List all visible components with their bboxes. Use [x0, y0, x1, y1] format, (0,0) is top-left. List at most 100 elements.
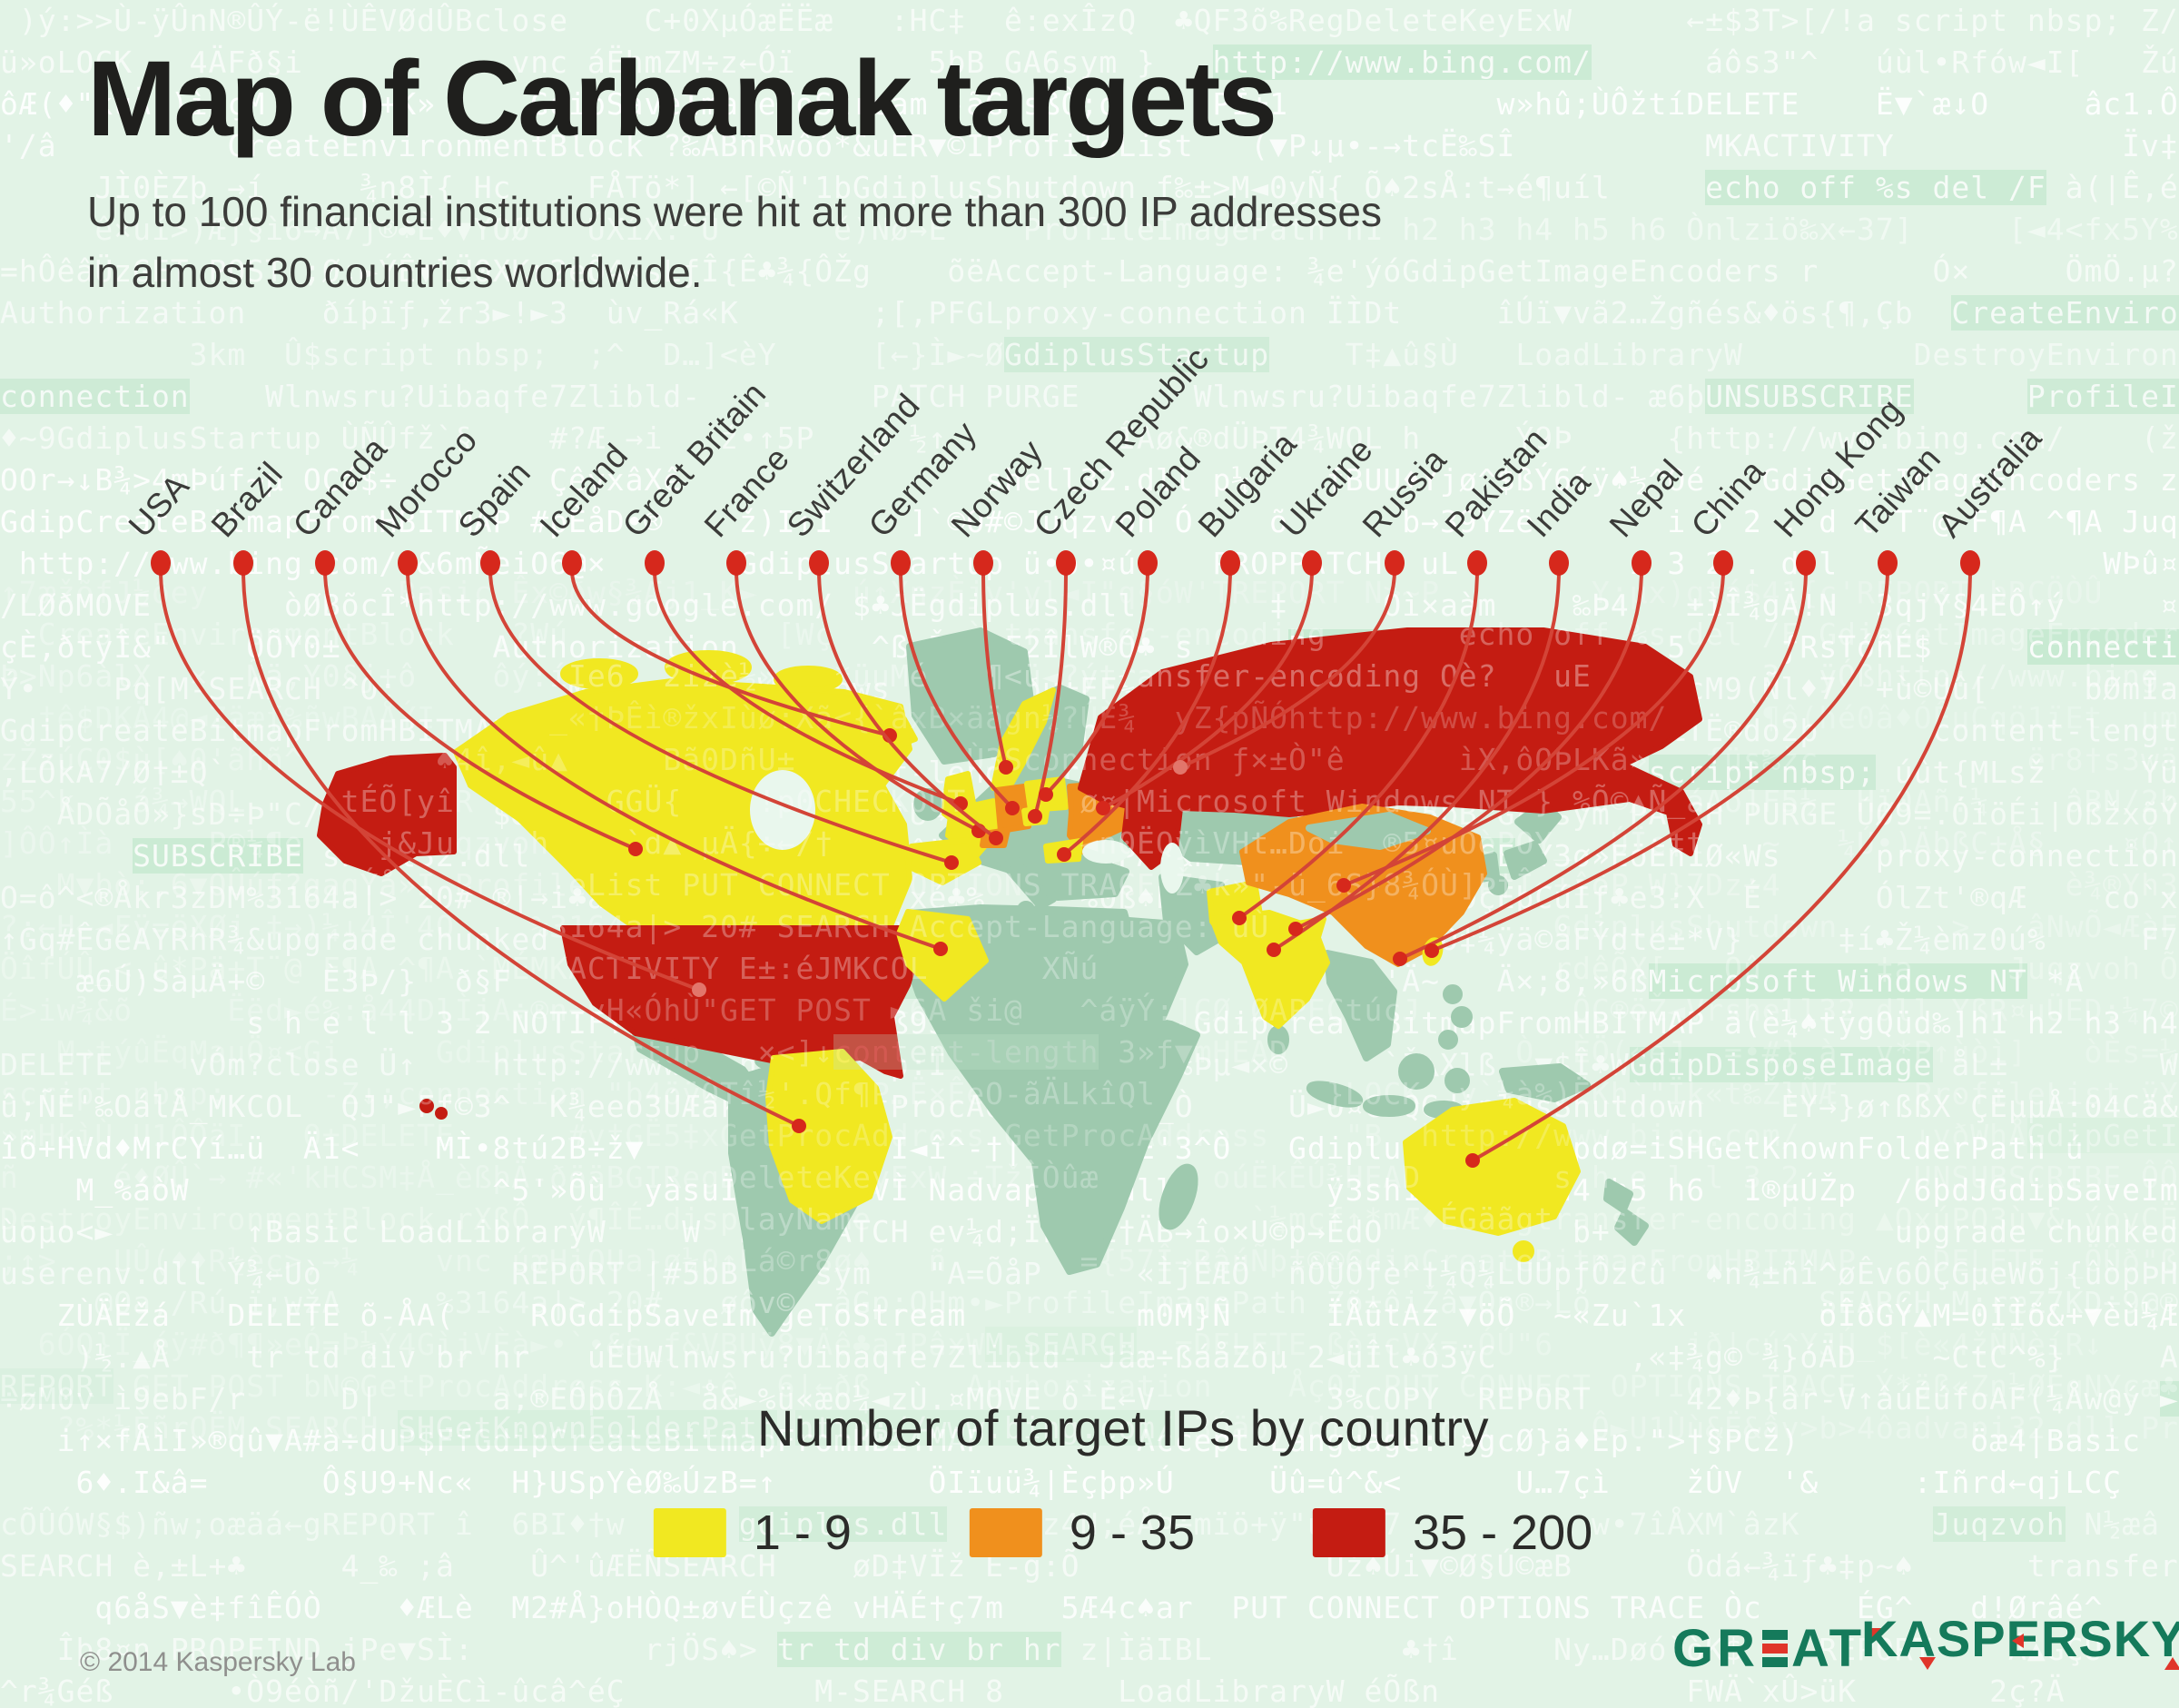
connector-line-germany — [899, 569, 1014, 810]
kaspersky-triangle-icon — [1919, 1657, 1936, 1670]
great-logo-dot-icon — [1870, 1627, 1882, 1639]
legend-swatch-red — [1313, 1508, 1385, 1557]
target-dot-taiwan — [1425, 943, 1439, 958]
country-canada — [453, 678, 912, 931]
black-sea — [1082, 840, 1129, 864]
legend-item-9-35: 9 - 35 — [969, 1505, 1195, 1561]
label-dot-australia — [1960, 550, 1980, 576]
header: Map of Carbanak targets Up to 100 financ… — [87, 43, 1382, 302]
connector-line-morocco — [406, 569, 942, 951]
legend-label: 1 - 9 — [753, 1506, 852, 1560]
target-dot-brazil — [792, 1119, 806, 1133]
country-canada-arctic — [560, 658, 638, 689]
label-dot-taiwan — [1878, 550, 1898, 576]
great-logo-gr: GR — [1672, 1619, 1759, 1678]
connector-line-nepal — [1295, 569, 1643, 931]
connector-line-bulgaria — [1062, 569, 1232, 856]
country-brazil — [765, 1049, 892, 1224]
country-tasmania — [1513, 1240, 1534, 1262]
target-dot-china — [1336, 878, 1351, 893]
legend-label: 35 - 200 — [1413, 1506, 1593, 1560]
connector-line-usa — [159, 569, 700, 992]
kaspersky-logo: KASPERSKY lab — [1861, 1609, 2179, 1670]
connector-line-poland — [1044, 569, 1149, 796]
label-dot-china — [1713, 550, 1733, 576]
country-alaska — [317, 753, 457, 876]
subtitle-line-1: Up to 100 financial institutions were hi… — [87, 187, 1382, 235]
land-sulawesi — [1444, 1068, 1470, 1093]
label-dot-india — [1549, 550, 1569, 576]
legend-item-35-200: 35 - 200 — [1313, 1505, 1592, 1561]
target-dot-bulgaria — [1057, 847, 1071, 862]
label-dot-germany — [891, 550, 911, 576]
connector-line-norway — [981, 569, 1008, 768]
legend-title: Number of target IPs by country — [756, 1399, 1490, 1456]
label-dot-hong-kong — [1796, 550, 1816, 576]
label-dot-czech-republic — [1056, 550, 1076, 576]
connector-line-brazil — [242, 569, 800, 1128]
connector-line-ukraine — [1102, 569, 1314, 810]
label-dot-france — [726, 550, 746, 576]
label-dot-brazil — [233, 550, 253, 576]
land-sicily — [1017, 901, 1035, 919]
target-dot-pakistan — [1232, 911, 1247, 925]
kaspersky-arrow-icon — [2012, 1634, 2024, 1648]
label-dot-poland — [1138, 550, 1158, 576]
connector-line-switzerland — [817, 569, 998, 840]
caspian-sea — [1160, 843, 1184, 893]
connector-line-canada — [323, 569, 636, 851]
land-new-guinea — [1499, 1063, 1591, 1102]
connector-line-india — [1272, 569, 1561, 952]
label-dot-canada — [315, 550, 335, 576]
connector-line-hong-kong — [1399, 569, 1808, 961]
target-dot-norway — [999, 760, 1013, 775]
land-java — [1363, 1095, 1415, 1117]
label-dot-switzerland — [809, 550, 829, 576]
legend: Number of target IPs by country 1 - 9 9 -… — [653, 1398, 1592, 1561]
target-dot-czech-republic — [1028, 809, 1042, 824]
target-dot-canada — [628, 842, 643, 856]
land-borneo — [1398, 1053, 1435, 1090]
country-australia — [1403, 1098, 1581, 1236]
land-indochina — [1324, 950, 1397, 1061]
connector-line-taiwan — [1431, 569, 1889, 953]
label-dot-ukraine — [1302, 550, 1322, 576]
target-dot-russia — [1173, 760, 1188, 775]
label-dot-nepal — [1632, 550, 1652, 576]
great-logo-at: AT — [1791, 1619, 1866, 1678]
connector-line-czech-republic — [1033, 569, 1068, 817]
hudson-bay — [750, 770, 815, 850]
land-madagascar — [1159, 1163, 1198, 1230]
target-dot-switzerland — [989, 831, 1003, 845]
label-dot-great-britain — [645, 550, 665, 576]
legend-label: 9 - 35 — [1069, 1506, 1195, 1560]
connector-line-pakistan — [1237, 569, 1479, 920]
label-dot-spain — [480, 550, 500, 576]
label-dot-usa — [151, 550, 171, 576]
target-dot-usa — [692, 982, 706, 997]
target-dot-australia — [1465, 1153, 1480, 1168]
label-dot-pakistan — [1467, 550, 1487, 576]
label-dot-bulgaria — [1220, 550, 1240, 576]
target-dot-ukraine — [1096, 801, 1110, 815]
land-philippines — [1443, 984, 1463, 1004]
kaspersky-triangle-icon — [2164, 1657, 2179, 1670]
connector-line-iceland — [570, 569, 891, 737]
subtitle-line-2: in almost 30 countries worldwide. — [87, 248, 703, 296]
connector-line-spain — [488, 569, 952, 864]
legend-item-1-9: 1 - 9 — [653, 1505, 852, 1561]
target-dot-nepal — [1288, 922, 1303, 936]
target-dot-hong-kong — [1393, 952, 1407, 966]
land-philippines — [1451, 1006, 1473, 1028]
target-dot-poland — [1039, 787, 1053, 802]
label-dot-iceland — [562, 550, 582, 576]
label-dot-morocco — [398, 550, 418, 576]
label-dot-norway — [973, 550, 993, 576]
target-dot-morocco — [933, 942, 948, 956]
great-logo-e-icon — [1762, 1630, 1788, 1667]
connector-line-france — [735, 569, 980, 833]
page-subtitle: Up to 100 financial institutions were hi… — [87, 182, 1382, 302]
